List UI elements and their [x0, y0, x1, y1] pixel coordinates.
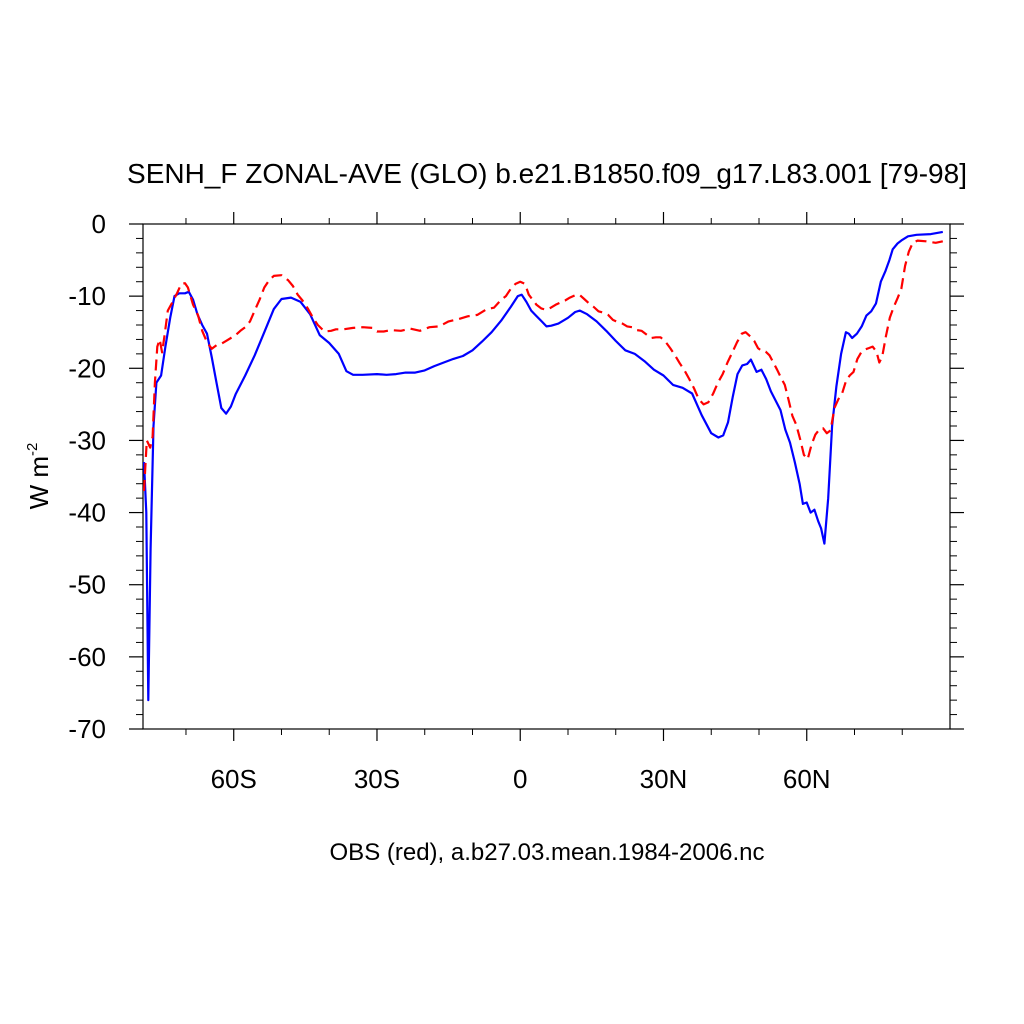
x-tick-label: 60S: [211, 764, 257, 794]
y-tick-label: -50: [68, 570, 106, 600]
y-tick-label: -20: [68, 353, 106, 383]
y-tick-label: -40: [68, 498, 106, 528]
y-axis-label-superscript: -2: [24, 443, 41, 456]
y-tick-label: 0: [92, 209, 106, 239]
x-tick-label: 60N: [783, 764, 831, 794]
x-tick-label: 0: [513, 764, 527, 794]
y-tick-labels: 0 -10 -20 -30 -40 -50 -60 -70: [68, 209, 106, 744]
y-axis-label: W m-2: [24, 443, 54, 510]
series-line-0: [143, 230, 943, 702]
x-tick-label: 30S: [354, 764, 400, 794]
chart-title: SENH_F ZONAL-AVE (GLO) b.e21.B1850.f09_g…: [127, 158, 967, 189]
x-tick-label: 30N: [640, 764, 688, 794]
y-tick-label: -70: [68, 714, 106, 744]
axis-ticks: [129, 212, 964, 741]
y-tick-label: -30: [68, 425, 106, 455]
y-tick-label: -60: [68, 642, 106, 672]
series-layer: [143, 230, 944, 702]
x-tick-labels: 60S 30S 0 30N 60N: [211, 764, 831, 794]
y-tick-label: -10: [68, 281, 106, 311]
y-axis-label-text: W m: [24, 456, 54, 509]
series-line-1: [143, 239, 944, 491]
x-axis-label: OBS (red), a.b27.03.mean.1984-2006.nc: [330, 839, 765, 866]
plot-frame: [142, 223, 951, 730]
